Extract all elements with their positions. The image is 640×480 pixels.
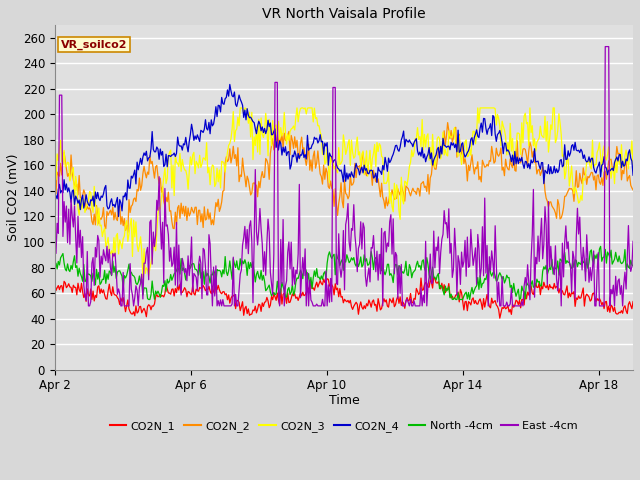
Title: VR North Vaisala Profile: VR North Vaisala Profile <box>262 7 426 21</box>
Legend: CO2N_1, CO2N_2, CO2N_3, CO2N_4, North -4cm, East -4cm: CO2N_1, CO2N_2, CO2N_3, CO2N_4, North -4… <box>106 417 582 436</box>
Y-axis label: Soil CO2 (mV): Soil CO2 (mV) <box>7 154 20 241</box>
Text: VR_soilco2: VR_soilco2 <box>61 39 127 49</box>
X-axis label: Time: Time <box>328 394 359 407</box>
